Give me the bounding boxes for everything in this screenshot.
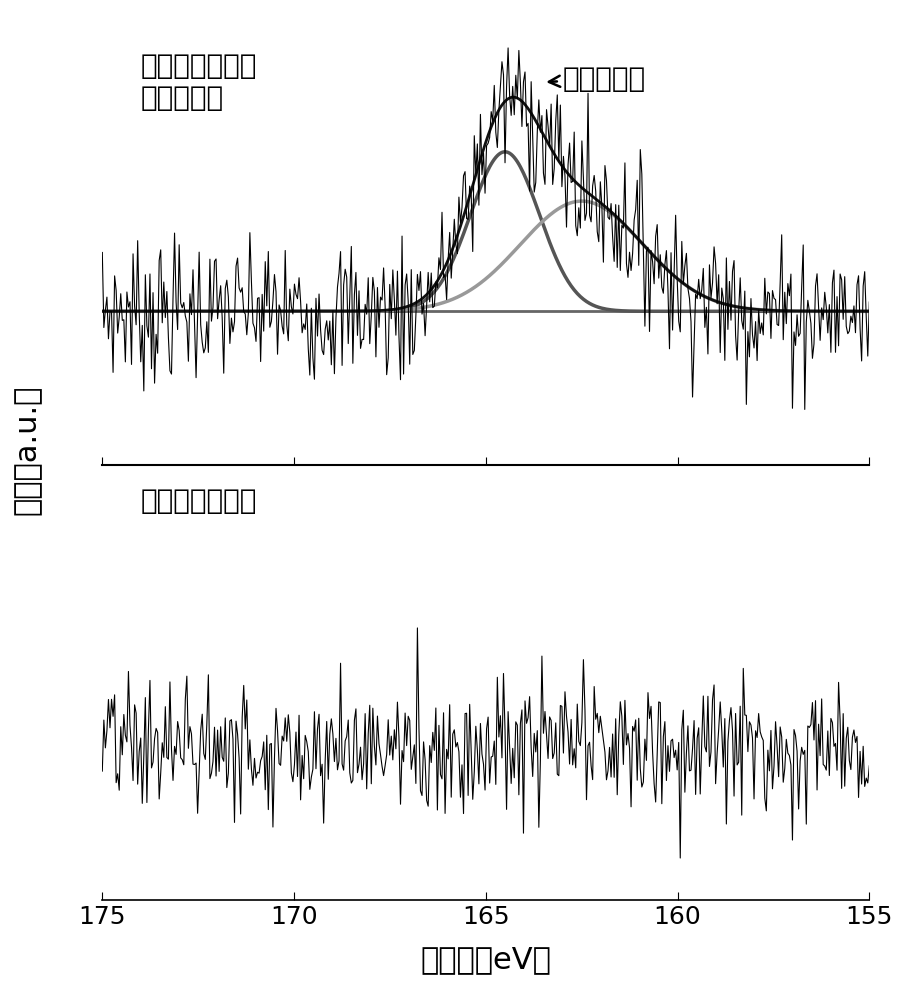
- Text: 强度（a.u.）: 强度（a.u.）: [13, 385, 42, 515]
- Text: 杂原子表面修饰
活性炭纤维: 杂原子表面修饰 活性炭纤维: [141, 52, 257, 112]
- Text: 含硫官能团: 含硫官能团: [549, 65, 646, 93]
- X-axis label: 结合能（eV）: 结合能（eV）: [420, 946, 551, 975]
- Text: 原始活性炭纤维: 原始活性炭纤维: [141, 487, 257, 515]
